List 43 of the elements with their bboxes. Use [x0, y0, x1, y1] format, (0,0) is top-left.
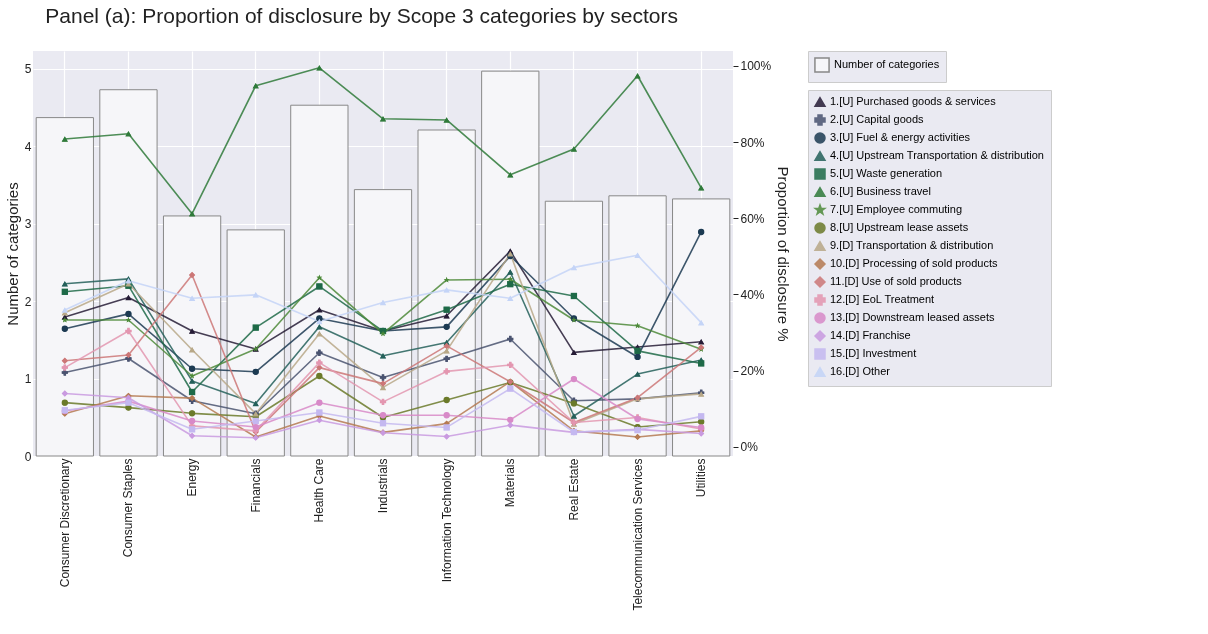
y2-axis-title: Proportion of disclosure % — [775, 166, 793, 342]
legend-label: Number of categories — [834, 58, 940, 70]
x-tick-label: Information Technology — [439, 458, 454, 583]
legend-label: 7.[U] Employee commuting — [830, 203, 963, 215]
y-tick-label: 0 — [24, 449, 32, 464]
legend-label: 5.[U] Waste generation — [830, 167, 943, 179]
y2-tick-label: 60% — [740, 211, 765, 226]
y2-tick-label: 0% — [740, 440, 759, 455]
legend-label: 16.[D] Other — [830, 365, 891, 377]
x-tick-label: Consumer Discretionary — [57, 458, 72, 588]
y-axis-title: Number of categories — [3, 182, 21, 326]
x-tick-label: Health Care — [312, 458, 327, 523]
y-tick-label: 3 — [24, 217, 32, 232]
legend-label: 9.[D] Transportation & distribution — [830, 239, 994, 251]
x-tick-label: Financials — [248, 458, 263, 513]
y2-tick-label: 40% — [740, 287, 765, 302]
y-tick-label: 1 — [24, 372, 32, 387]
x-tick-label: Industrials — [376, 458, 390, 514]
legend-label: 15.[D] Investment — [830, 347, 917, 359]
y-tick-label: 5 — [24, 62, 32, 77]
legend-label: 10.[D] Processing of sold products — [830, 257, 999, 269]
y-tick-label: 4 — [24, 139, 32, 154]
legend-label: 1.[U] Purchased goods & services — [830, 95, 997, 107]
legend-label: 3.[U] Fuel & energy activities — [830, 131, 971, 143]
x-tick-label: Consumer Staples — [121, 458, 136, 558]
legend-label: 11.[D] Use of sold products — [830, 275, 963, 287]
legend-label: 8.[U] Upstream lease assets — [830, 221, 969, 233]
legend-label: 13.[D] Downstream leased assets — [830, 311, 995, 323]
chart-title: Panel (a): Proportion of disclosure by Scope 3 categories by sectors — [45, 3, 678, 27]
legend-label: 12.[D] EoL Treatment — [830, 293, 935, 305]
y2-tick-label: 20% — [740, 364, 765, 379]
legend-label: 4.[U] Upstream Transportation & distribution — [830, 149, 1044, 161]
legend-label: 14.[D] Franchise — [830, 329, 911, 341]
x-tick-label: Telecommunication Services — [630, 458, 645, 611]
y-tick-label: 2 — [24, 294, 32, 309]
x-tick-label: Utilities — [694, 458, 709, 498]
y2-tick-label: 80% — [740, 135, 765, 150]
x-tick-label: Real Estate — [566, 458, 581, 521]
x-tick-label: Materials — [503, 458, 518, 508]
legend-label: 2.[U] Capital goods — [830, 113, 925, 125]
x-tick-label: Energy — [185, 458, 200, 497]
legend-label: 6.[U] Business travel — [830, 185, 931, 197]
y2-tick-label: 100% — [740, 59, 772, 74]
